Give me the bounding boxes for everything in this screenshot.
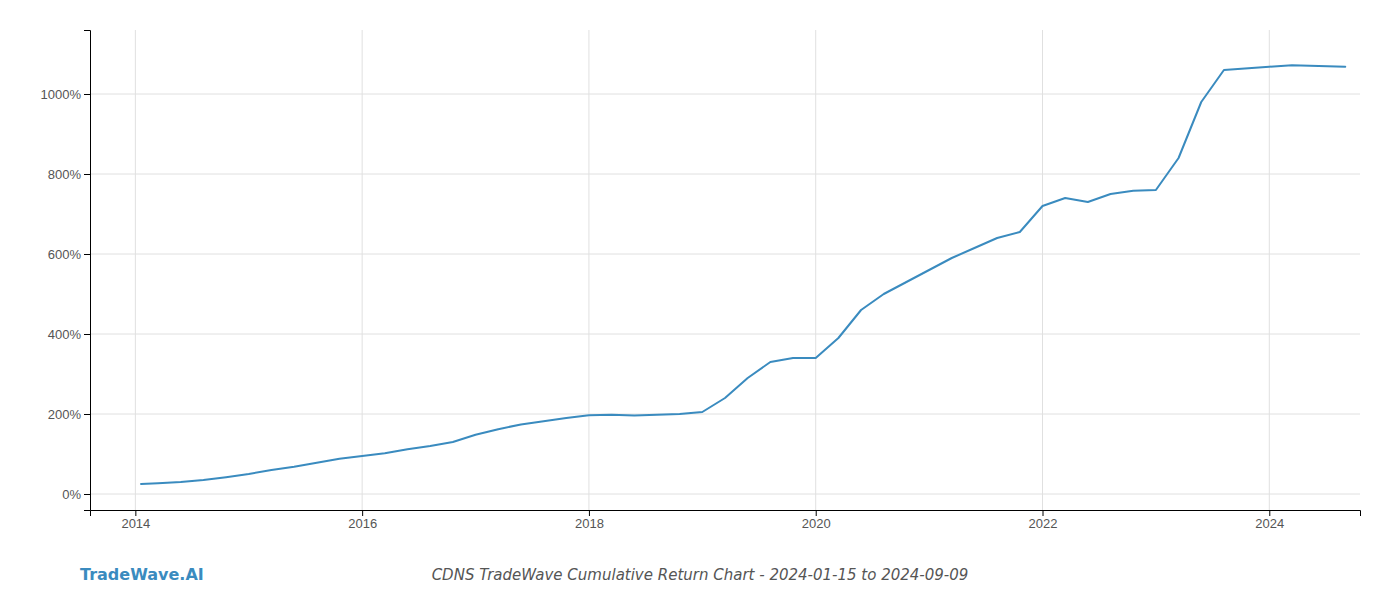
y-tick-mark <box>84 94 90 95</box>
grid-line-x <box>815 30 816 510</box>
x-axis-line <box>91 511 1361 517</box>
y-tick: 800% <box>48 167 90 182</box>
y-tick-mark <box>84 414 90 415</box>
grid-line-y <box>90 174 1360 175</box>
y-axis-line <box>84 31 91 511</box>
x-tick-label: 2020 <box>802 516 831 531</box>
x-tick-label: 2014 <box>121 516 150 531</box>
plot-area <box>141 65 1345 484</box>
watermark: TradeWave.AI <box>80 565 204 584</box>
y-tick-mark <box>84 174 90 175</box>
y-tick: 200% <box>48 407 90 422</box>
grid-line-x <box>135 30 136 510</box>
y-tick-label: 800% <box>48 167 82 182</box>
y-tick-mark <box>84 494 90 495</box>
grid <box>90 30 1360 510</box>
line <box>141 65 1345 484</box>
x-tick: 2020 <box>802 510 831 531</box>
x-tick-mark <box>1269 510 1270 516</box>
grid-line-x <box>1042 30 1043 510</box>
x-tick-label: 2024 <box>1255 516 1284 531</box>
grid-line-y <box>90 494 1360 495</box>
x-tick-mark <box>816 510 817 516</box>
x-tick: 2024 <box>1255 510 1284 531</box>
y-tick-label: 0% <box>62 487 81 502</box>
y-axis: 0% 200% 400% 600% 800% 1000% <box>41 31 91 511</box>
x-tick-label: 2018 <box>575 516 604 531</box>
y-tick: 1000% <box>41 87 90 102</box>
x-tick: 2014 <box>121 510 150 531</box>
grid-line-y <box>90 94 1360 95</box>
chart: 2014 2016 2018 2020 2022 2024 0% 200% 400% 600% 80… <box>0 0 1400 600</box>
grid-line-x <box>1269 30 1270 510</box>
grid-line-y <box>90 254 1360 255</box>
y-tick: 400% <box>48 327 90 342</box>
x-tick-mark <box>362 510 363 516</box>
x-tick-mark <box>589 510 590 516</box>
title: CDNS TradeWave Cumulative Return Chart -… <box>432 566 969 584</box>
y-tick-label: 1000% <box>41 87 82 102</box>
y-tick-mark <box>84 334 90 335</box>
y-tick-label: 600% <box>48 247 82 262</box>
x-tick-mark <box>135 510 136 516</box>
y-tick-label: 400% <box>48 327 82 342</box>
x-tick-label: 2016 <box>348 516 377 531</box>
x-tick: 2016 <box>348 510 377 531</box>
y-tick: 600% <box>48 247 90 262</box>
x-tick-label: 2022 <box>1029 516 1058 531</box>
y-tick-mark <box>84 254 90 255</box>
x-tick: 2022 <box>1029 510 1058 531</box>
y-tick: 0% <box>62 487 90 502</box>
x-tick: 2018 <box>575 510 604 531</box>
grid-line-x <box>588 30 589 510</box>
x-tick-mark <box>1043 510 1044 516</box>
grid-line-y <box>90 334 1360 335</box>
x-axis: 2014 2016 2018 2020 2022 2024 <box>91 510 1361 531</box>
y-tick-label: 200% <box>48 407 82 422</box>
grid-line-y <box>90 414 1360 415</box>
grid-line-x <box>362 30 363 510</box>
